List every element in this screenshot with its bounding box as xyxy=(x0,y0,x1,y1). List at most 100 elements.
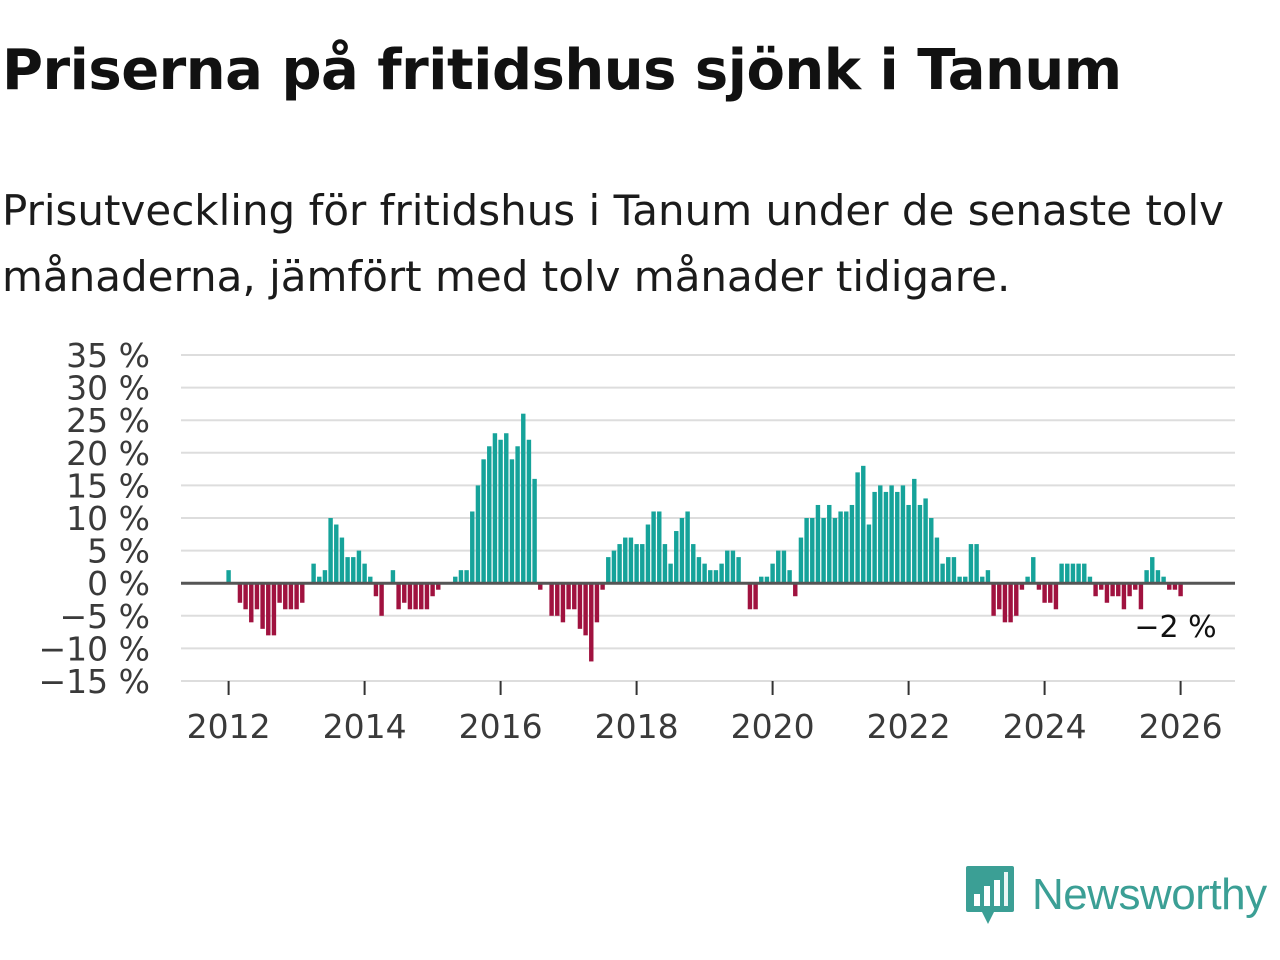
bar xyxy=(294,583,299,610)
bar xyxy=(317,576,322,584)
bar xyxy=(798,537,804,584)
bar xyxy=(594,583,600,623)
bar xyxy=(980,576,985,584)
bar xyxy=(634,544,639,584)
bar xyxy=(1008,583,1013,623)
bar xyxy=(1121,583,1127,610)
bar xyxy=(770,563,775,584)
bar xyxy=(1048,583,1053,603)
bar xyxy=(968,544,974,584)
bar xyxy=(498,439,503,584)
bar xyxy=(226,570,231,584)
bar xyxy=(504,433,509,584)
y-axis-tick-labels: 35 %30 %25 %20 %15 %10 %5 %0 %−5 %−10 %−… xyxy=(39,336,151,701)
bar xyxy=(849,504,855,584)
bar xyxy=(764,576,770,584)
bar xyxy=(424,583,430,610)
brand-logo: Newsworthy xyxy=(964,864,1267,926)
x-tick-label: 2014 xyxy=(323,707,407,746)
bar xyxy=(685,511,690,584)
bar xyxy=(940,563,945,584)
bar xyxy=(628,537,634,584)
bar xyxy=(334,524,339,584)
bar xyxy=(776,550,781,584)
bar xyxy=(1031,557,1036,584)
y-tick-label: −15 % xyxy=(39,662,151,701)
bar xyxy=(1116,583,1121,597)
annotations: −2 % xyxy=(1134,610,1216,645)
bar xyxy=(611,550,617,584)
bar xyxy=(589,583,594,662)
bar xyxy=(271,583,277,636)
gridlines xyxy=(181,354,1235,682)
bar xyxy=(351,557,356,584)
bar xyxy=(509,459,515,584)
bar xyxy=(651,511,656,584)
bar xyxy=(277,583,282,603)
bar xyxy=(1110,583,1115,597)
bar xyxy=(623,537,628,584)
bar xyxy=(736,557,741,584)
bar xyxy=(419,583,424,610)
bar xyxy=(583,583,588,636)
bar xyxy=(577,583,583,629)
bars xyxy=(226,413,1183,662)
bar xyxy=(549,583,554,616)
bar xyxy=(283,583,288,610)
y-tick-label: 35 % xyxy=(66,336,150,375)
bar xyxy=(254,583,260,610)
bar xyxy=(759,576,764,584)
bar xyxy=(1002,583,1008,623)
x-tick-label: 2022 xyxy=(867,707,951,746)
bar xyxy=(1059,563,1064,584)
x-tick-label: 2018 xyxy=(595,707,679,746)
bar xyxy=(725,550,730,584)
bar xyxy=(668,563,673,584)
bar xyxy=(311,563,316,584)
data-label: −2 % xyxy=(1134,610,1216,645)
bar xyxy=(855,472,860,584)
bar xyxy=(929,518,934,584)
bar xyxy=(617,544,622,584)
bar xyxy=(390,570,396,584)
bar xyxy=(458,570,464,584)
bar xyxy=(1093,583,1098,597)
bar xyxy=(487,446,492,584)
bar xyxy=(906,504,911,584)
bar-chart: 35 %30 %25 %20 %15 %10 %5 %0 %−5 %−10 %−… xyxy=(39,336,1235,746)
bar xyxy=(1138,583,1144,610)
bar xyxy=(555,583,560,616)
y-tick-label: 25 % xyxy=(66,401,150,440)
bar xyxy=(538,583,543,590)
bar xyxy=(872,491,877,584)
bar xyxy=(946,557,951,584)
bar xyxy=(1167,583,1172,590)
y-tick-label: 10 % xyxy=(66,499,150,538)
bar xyxy=(407,583,413,610)
bar xyxy=(1133,583,1138,590)
bar xyxy=(878,485,883,584)
bar xyxy=(1076,563,1081,584)
bar xyxy=(912,478,917,584)
bar xyxy=(1019,583,1025,590)
bar xyxy=(702,563,707,584)
bar xyxy=(674,531,679,584)
y-tick-label: 5 % xyxy=(87,532,150,571)
bar xyxy=(934,537,940,584)
bar xyxy=(1144,570,1149,584)
x-axis: 2012 2014 2016 2018 2020 2022 2024 2026 xyxy=(187,681,1223,746)
brand-name: Newsworthy xyxy=(1032,870,1267,919)
bar xyxy=(883,491,889,584)
bar xyxy=(1025,576,1030,584)
bar xyxy=(526,439,532,584)
bar xyxy=(402,583,407,603)
bar xyxy=(662,544,668,584)
bar xyxy=(1127,583,1132,597)
bar xyxy=(974,544,979,584)
bar xyxy=(997,583,1002,610)
bar xyxy=(1099,583,1104,590)
bar xyxy=(475,485,481,584)
bar xyxy=(243,583,248,610)
y-tick-label: 30 % xyxy=(66,369,150,408)
y-tick-label: −5 % xyxy=(60,597,151,636)
